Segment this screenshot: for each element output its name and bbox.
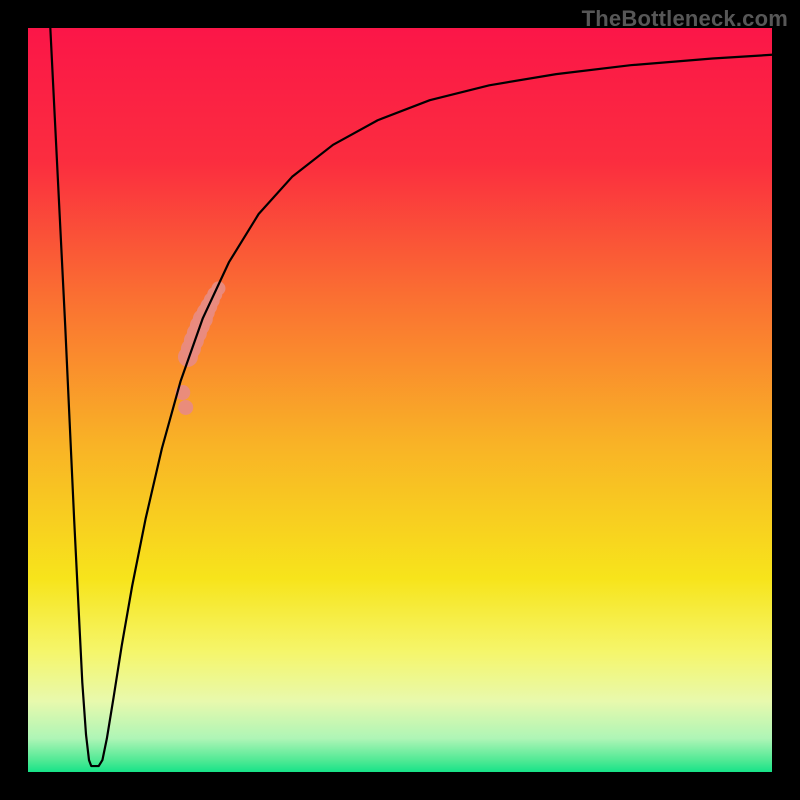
watermark-text: TheBottleneck.com [582,6,788,32]
chart-svg [28,28,772,772]
plot-background [28,28,772,772]
chart-outer-frame: TheBottleneck.com [0,0,800,800]
scatter-point [178,400,193,415]
plot-area [28,28,772,772]
